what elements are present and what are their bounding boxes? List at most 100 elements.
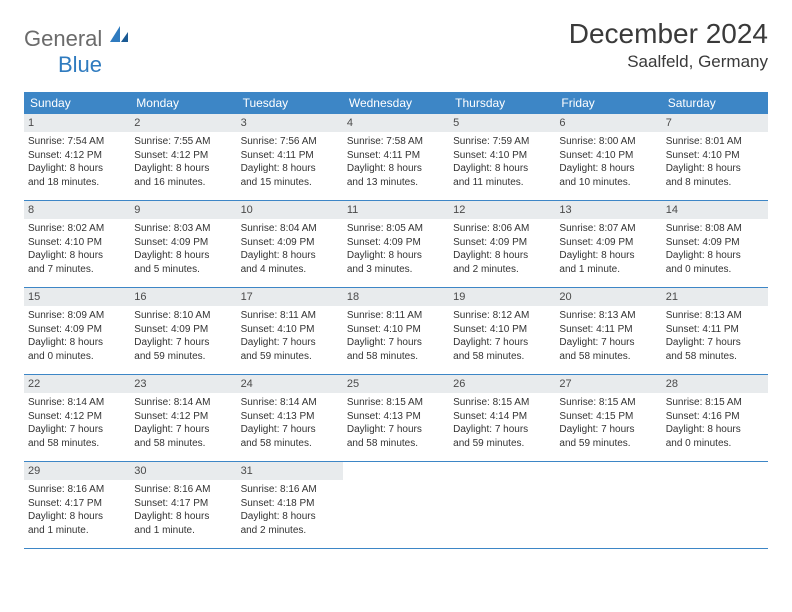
day-number: 11: [343, 201, 449, 219]
calendar-week: 1Sunrise: 7:54 AMSunset: 4:12 PMDaylight…: [24, 114, 768, 201]
sunset-line: Sunset: 4:16 PM: [666, 410, 764, 424]
daylight-line: Daylight: 7 hours: [241, 423, 339, 437]
sunrise-line: Sunrise: 8:03 AM: [134, 222, 232, 236]
daylight-line: Daylight: 7 hours: [453, 336, 551, 350]
day-number: 25: [343, 375, 449, 393]
daylight-line: and 3 minutes.: [347, 263, 445, 277]
calendar-cell: 29Sunrise: 8:16 AMSunset: 4:17 PMDayligh…: [24, 462, 130, 548]
day-number: 13: [555, 201, 661, 219]
sunset-line: Sunset: 4:15 PM: [559, 410, 657, 424]
calendar-cell: [343, 462, 449, 548]
sunrise-line: Sunrise: 8:11 AM: [347, 309, 445, 323]
sunrise-line: Sunrise: 7:56 AM: [241, 135, 339, 149]
sunrise-line: Sunrise: 8:14 AM: [134, 396, 232, 410]
dayname-fri: Friday: [555, 92, 661, 114]
sunset-line: Sunset: 4:10 PM: [347, 323, 445, 337]
daylight-line: and 1 minute.: [559, 263, 657, 277]
day-number: 8: [24, 201, 130, 219]
sunset-line: Sunset: 4:18 PM: [241, 497, 339, 511]
sunrise-line: Sunrise: 8:10 AM: [134, 309, 232, 323]
daylight-line: Daylight: 8 hours: [28, 162, 126, 176]
sunset-line: Sunset: 4:10 PM: [559, 149, 657, 163]
sunset-line: Sunset: 4:13 PM: [347, 410, 445, 424]
daylight-line: and 2 minutes.: [241, 524, 339, 538]
sunset-line: Sunset: 4:11 PM: [666, 323, 764, 337]
sunrise-line: Sunrise: 8:05 AM: [347, 222, 445, 236]
calendar-cell: 13Sunrise: 8:07 AMSunset: 4:09 PMDayligh…: [555, 201, 661, 287]
daylight-line: and 15 minutes.: [241, 176, 339, 190]
calendar-cell: 22Sunrise: 8:14 AMSunset: 4:12 PMDayligh…: [24, 375, 130, 461]
calendar-cell: 3Sunrise: 7:56 AMSunset: 4:11 PMDaylight…: [237, 114, 343, 200]
calendar-cell: 6Sunrise: 8:00 AMSunset: 4:10 PMDaylight…: [555, 114, 661, 200]
sunrise-line: Sunrise: 8:16 AM: [241, 483, 339, 497]
logo-text-blue: Blue: [58, 52, 102, 77]
daylight-line: and 18 minutes.: [28, 176, 126, 190]
day-number: 19: [449, 288, 555, 306]
calendar-cell: 1Sunrise: 7:54 AMSunset: 4:12 PMDaylight…: [24, 114, 130, 200]
sunrise-line: Sunrise: 8:15 AM: [666, 396, 764, 410]
calendar-week: 8Sunrise: 8:02 AMSunset: 4:10 PMDaylight…: [24, 201, 768, 288]
calendar-week: 22Sunrise: 8:14 AMSunset: 4:12 PMDayligh…: [24, 375, 768, 462]
day-number: 1: [24, 114, 130, 132]
daylight-line: Daylight: 8 hours: [559, 162, 657, 176]
daylight-line: Daylight: 7 hours: [453, 423, 551, 437]
sunrise-line: Sunrise: 8:13 AM: [666, 309, 764, 323]
daylight-line: Daylight: 8 hours: [241, 249, 339, 263]
sunset-line: Sunset: 4:09 PM: [347, 236, 445, 250]
sunset-line: Sunset: 4:09 PM: [453, 236, 551, 250]
sunset-line: Sunset: 4:17 PM: [134, 497, 232, 511]
sunset-line: Sunset: 4:09 PM: [666, 236, 764, 250]
calendar-cell: 9Sunrise: 8:03 AMSunset: 4:09 PMDaylight…: [130, 201, 236, 287]
sunset-line: Sunset: 4:10 PM: [241, 323, 339, 337]
daylight-line: Daylight: 8 hours: [241, 162, 339, 176]
daylight-line: and 7 minutes.: [28, 263, 126, 277]
daylight-line: Daylight: 8 hours: [134, 249, 232, 263]
daylight-line: and 58 minutes.: [347, 350, 445, 364]
calendar-cell: 15Sunrise: 8:09 AMSunset: 4:09 PMDayligh…: [24, 288, 130, 374]
day-number: 2: [130, 114, 236, 132]
daylight-line: Daylight: 7 hours: [347, 423, 445, 437]
daylight-line: and 4 minutes.: [241, 263, 339, 277]
day-number: 27: [555, 375, 661, 393]
sunset-line: Sunset: 4:12 PM: [134, 149, 232, 163]
daylight-line: Daylight: 8 hours: [347, 162, 445, 176]
day-number: 15: [24, 288, 130, 306]
sunset-line: Sunset: 4:11 PM: [241, 149, 339, 163]
title-block: December 2024 Saalfeld, Germany: [569, 18, 768, 72]
daylight-line: and 58 minutes.: [453, 350, 551, 364]
calendar-cell: [662, 462, 768, 548]
daylight-line: Daylight: 8 hours: [666, 162, 764, 176]
sunrise-line: Sunrise: 7:59 AM: [453, 135, 551, 149]
logo: General: [24, 26, 132, 52]
daylight-line: and 10 minutes.: [559, 176, 657, 190]
calendar-cell: 11Sunrise: 8:05 AMSunset: 4:09 PMDayligh…: [343, 201, 449, 287]
calendar-week: 29Sunrise: 8:16 AMSunset: 4:17 PMDayligh…: [24, 462, 768, 549]
calendar-cell: 2Sunrise: 7:55 AMSunset: 4:12 PMDaylight…: [130, 114, 236, 200]
day-number: 4: [343, 114, 449, 132]
calendar-cell: 4Sunrise: 7:58 AMSunset: 4:11 PMDaylight…: [343, 114, 449, 200]
calendar-cell: 14Sunrise: 8:08 AMSunset: 4:09 PMDayligh…: [662, 201, 768, 287]
day-number: 10: [237, 201, 343, 219]
daylight-line: and 0 minutes.: [28, 350, 126, 364]
dayname-tue: Tuesday: [237, 92, 343, 114]
day-number: 7: [662, 114, 768, 132]
day-number: 20: [555, 288, 661, 306]
dayname-thu: Thursday: [449, 92, 555, 114]
day-number: 16: [130, 288, 236, 306]
sunrise-line: Sunrise: 8:14 AM: [28, 396, 126, 410]
calendar-cell: 20Sunrise: 8:13 AMSunset: 4:11 PMDayligh…: [555, 288, 661, 374]
sunrise-line: Sunrise: 7:58 AM: [347, 135, 445, 149]
daylight-line: and 0 minutes.: [666, 437, 764, 451]
sunrise-line: Sunrise: 8:04 AM: [241, 222, 339, 236]
dayname-mon: Monday: [130, 92, 236, 114]
calendar-cell: 24Sunrise: 8:14 AMSunset: 4:13 PMDayligh…: [237, 375, 343, 461]
sunset-line: Sunset: 4:09 PM: [28, 323, 126, 337]
daylight-line: Daylight: 7 hours: [134, 336, 232, 350]
daylight-line: and 0 minutes.: [666, 263, 764, 277]
daylight-line: Daylight: 7 hours: [666, 336, 764, 350]
sunrise-line: Sunrise: 8:16 AM: [28, 483, 126, 497]
daylight-line: Daylight: 7 hours: [241, 336, 339, 350]
dayname-sun: Sunday: [24, 92, 130, 114]
calendar-cell: 27Sunrise: 8:15 AMSunset: 4:15 PMDayligh…: [555, 375, 661, 461]
day-number: 5: [449, 114, 555, 132]
